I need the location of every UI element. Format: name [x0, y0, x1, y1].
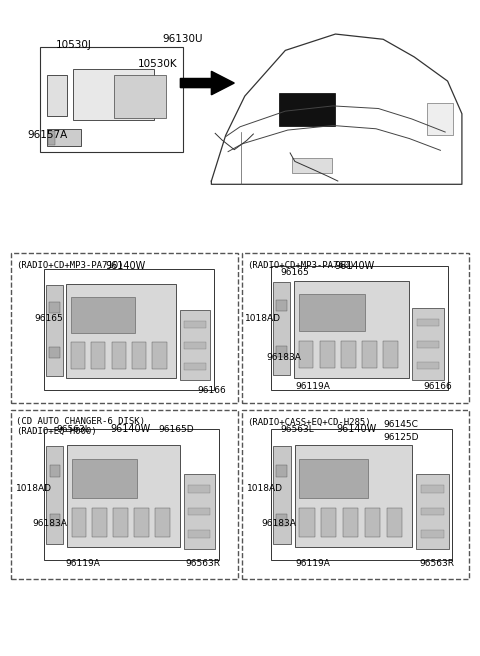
Bar [73, 70, 154, 120]
Text: 1018AD: 1018AD [247, 483, 283, 493]
Bar [47, 129, 81, 146]
Bar [365, 508, 380, 537]
Text: 96166: 96166 [424, 382, 453, 391]
Bar [321, 508, 336, 537]
Bar [49, 348, 60, 358]
Text: 96157A: 96157A [28, 131, 68, 140]
Bar [427, 102, 453, 135]
Bar [299, 295, 365, 331]
Bar [49, 465, 60, 477]
Bar [152, 342, 167, 369]
Text: 96563R: 96563R [419, 559, 454, 567]
Text: 96165: 96165 [35, 314, 63, 323]
Text: 96130U: 96130U [163, 34, 203, 44]
Bar [386, 508, 402, 537]
Bar [184, 321, 206, 328]
Text: (RADIO+CD+MP3-PA710): (RADIO+CD+MP3-PA710) [16, 260, 123, 270]
Text: 96140W: 96140W [105, 260, 145, 271]
Text: 96125D: 96125D [383, 433, 419, 442]
Text: 96563L: 96563L [281, 424, 314, 434]
Bar [276, 514, 288, 525]
Bar [417, 319, 439, 326]
Bar [184, 363, 206, 370]
Bar [67, 445, 180, 547]
Text: 1018AD: 1018AD [16, 483, 52, 493]
Bar [362, 341, 377, 368]
Bar [48, 131, 55, 145]
Bar [91, 342, 106, 369]
Bar [188, 485, 210, 493]
Text: 10530K: 10530K [137, 58, 177, 69]
Text: 96563R: 96563R [185, 559, 220, 567]
Bar [47, 75, 67, 115]
Bar [421, 485, 444, 493]
Text: (RADIO+CD+MP3-PA760): (RADIO+CD+MP3-PA760) [247, 260, 355, 270]
Text: (RADIO+EQ-H000): (RADIO+EQ-H000) [16, 427, 96, 436]
Bar [273, 446, 291, 544]
Bar [343, 508, 358, 537]
Bar [49, 514, 60, 525]
Bar [180, 310, 210, 380]
Bar [299, 341, 313, 368]
Bar [276, 465, 288, 477]
Bar [188, 508, 210, 516]
Text: 96183A: 96183A [262, 520, 296, 529]
Bar [114, 75, 166, 117]
Bar [417, 340, 439, 348]
Bar [71, 297, 134, 333]
Bar [300, 459, 368, 498]
Text: 96183A: 96183A [266, 353, 301, 362]
Bar [417, 362, 439, 369]
Bar [93, 508, 107, 537]
Bar [113, 508, 128, 537]
Bar [49, 302, 60, 313]
Bar [134, 508, 149, 537]
Bar [132, 342, 146, 369]
Text: (RADIO+CASS+EQ+CD-H285): (RADIO+CASS+EQ+CD-H285) [247, 417, 371, 426]
Bar [273, 282, 290, 375]
Text: 96140W: 96140W [337, 424, 377, 434]
Text: 96165D: 96165D [159, 424, 194, 434]
Bar [72, 508, 86, 537]
Bar [292, 158, 332, 173]
Bar [421, 508, 444, 516]
Bar [416, 474, 449, 550]
Bar [412, 308, 444, 380]
Bar [295, 445, 412, 547]
Bar [276, 346, 287, 358]
Bar [46, 446, 63, 544]
Bar [188, 531, 210, 538]
Bar [66, 283, 177, 378]
Bar [71, 342, 85, 369]
Text: 96119A: 96119A [66, 559, 101, 567]
Text: 1018AD: 1018AD [245, 314, 281, 323]
Bar [294, 281, 409, 378]
Bar [341, 341, 356, 368]
Text: 96119A: 96119A [295, 382, 330, 391]
Text: 96563L: 96563L [56, 424, 90, 434]
Polygon shape [180, 72, 234, 95]
Bar [300, 508, 314, 537]
Text: 96145C: 96145C [383, 420, 418, 429]
Bar [384, 341, 398, 368]
Text: 96140W: 96140W [335, 260, 375, 271]
Bar [156, 508, 170, 537]
Bar [279, 93, 336, 125]
Text: 96165: 96165 [281, 268, 309, 277]
Bar [276, 300, 287, 311]
Bar [184, 342, 206, 349]
Bar [72, 459, 137, 498]
Text: (CD AUTO CHANGER-6 DISK): (CD AUTO CHANGER-6 DISK) [16, 417, 144, 426]
Bar [46, 285, 63, 375]
Bar [421, 531, 444, 538]
Text: 96166: 96166 [197, 386, 226, 394]
Bar [320, 341, 335, 368]
Text: 96119A: 96119A [295, 559, 330, 567]
Text: 10530J: 10530J [56, 41, 92, 51]
Text: 96183A: 96183A [33, 520, 67, 529]
Bar [111, 342, 126, 369]
Text: 96140W: 96140W [110, 424, 150, 434]
Bar [184, 474, 215, 550]
